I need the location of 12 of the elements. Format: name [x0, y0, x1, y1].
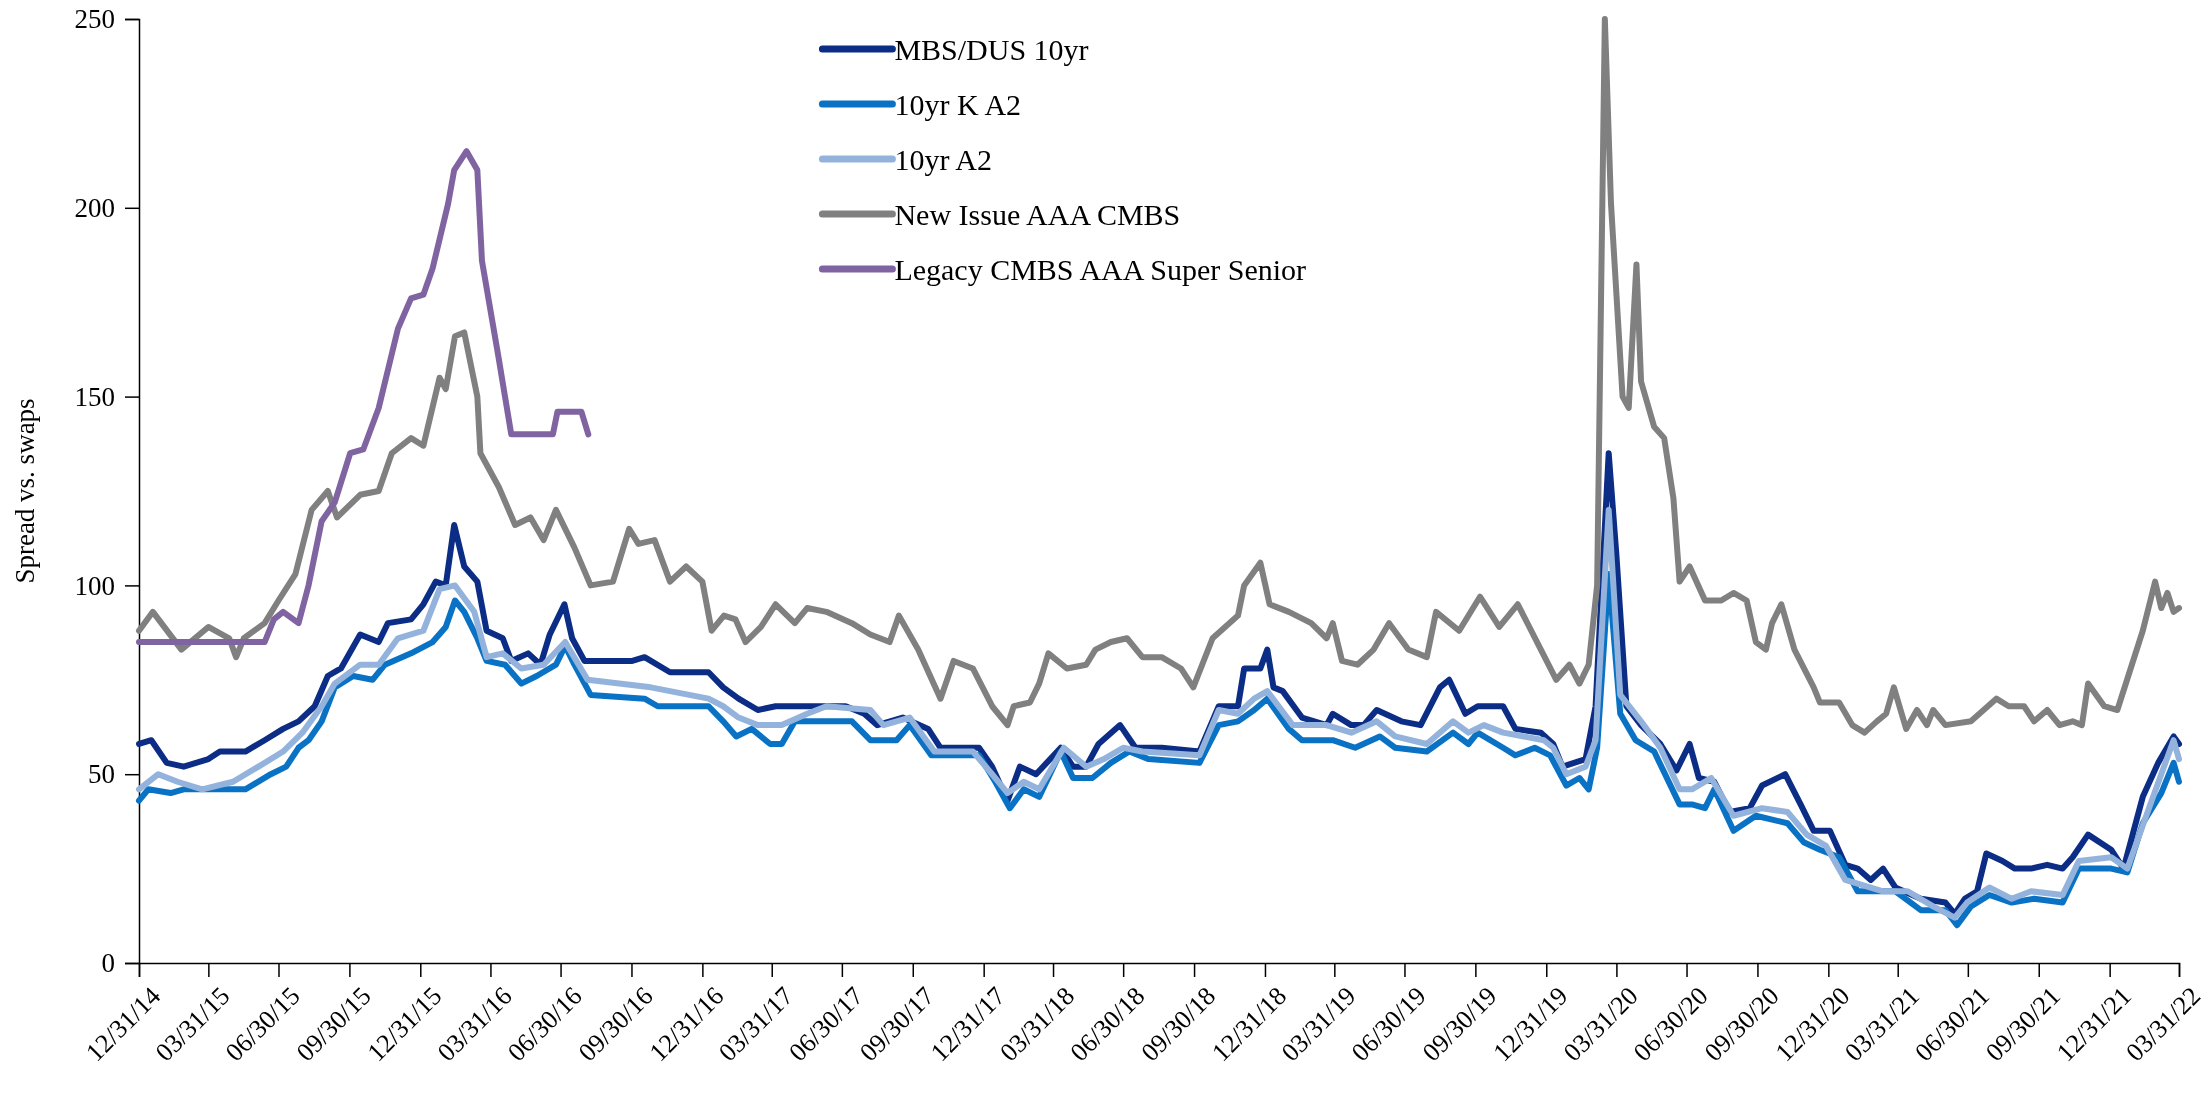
y-axis-title: Spread vs. swaps — [10, 398, 40, 584]
y-tick-label: 150 — [74, 381, 115, 412]
legend-label: Legacy CMBS AAA Super Senior — [894, 252, 1307, 286]
legend-label: New Issue AAA CMBS — [894, 197, 1181, 231]
legend-label: 10yr K A2 — [894, 87, 1022, 121]
y-tick-label: 200 — [74, 192, 115, 223]
legend-label: 10yr A2 — [894, 142, 992, 176]
y-tick-label: 250 — [74, 4, 115, 35]
y-tick-label: 0 — [101, 948, 115, 979]
y-tick-label: 100 — [74, 570, 115, 601]
y-tick-label: 50 — [88, 759, 115, 790]
legend-label: MBS/DUS 10yr — [894, 32, 1089, 66]
